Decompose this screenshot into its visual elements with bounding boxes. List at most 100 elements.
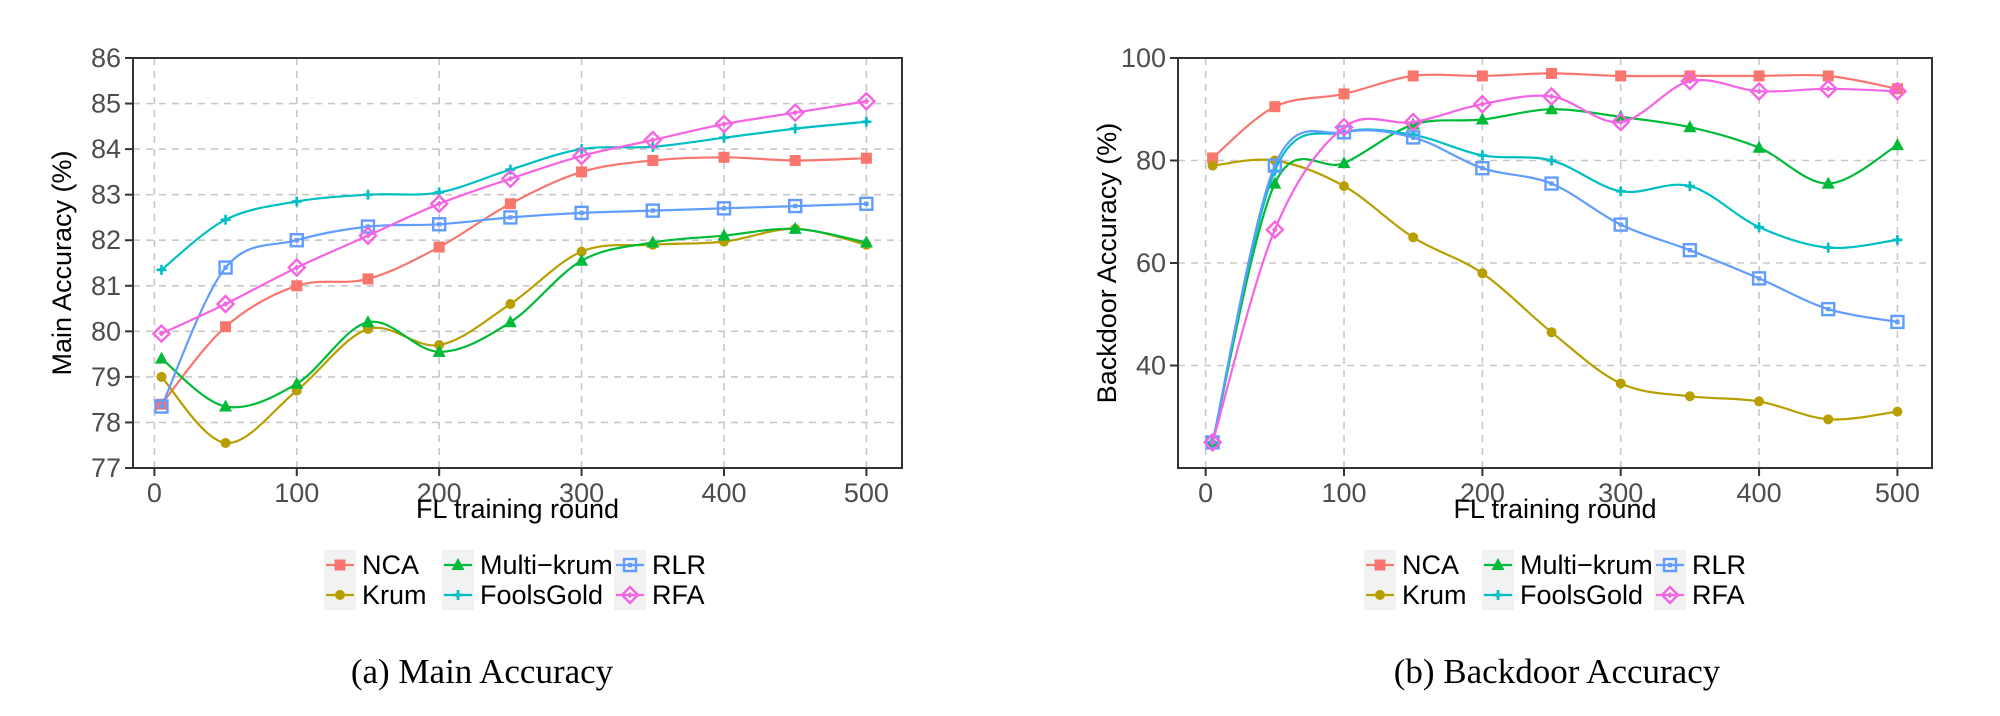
data-point-nca	[1338, 88, 1350, 100]
data-point-foolsgold	[1892, 234, 1903, 245]
y-tick-label: 100	[1121, 43, 1166, 73]
data-point-rlr	[289, 233, 304, 248]
x-axis-title: FL training round	[1453, 494, 1656, 524]
figure-caption: (a) Main Accuracy	[351, 652, 614, 691]
legend-item-multi-krum: Multi−krum	[1482, 550, 1653, 580]
y-tick-label: 80	[91, 316, 121, 346]
data-point-rlr	[645, 203, 660, 218]
data-point-foolsgold	[1615, 186, 1626, 197]
legend-key-marker	[335, 590, 345, 600]
y-tick-label: 85	[91, 89, 121, 119]
legend-key-marker	[453, 590, 463, 600]
data-point-foolsgold	[291, 196, 302, 207]
legend: NCA Multi−krum RLR Krum FoolsGold RFA	[324, 550, 706, 610]
data-point-rlr	[1682, 242, 1698, 258]
data-point-nca	[1207, 152, 1219, 164]
data-point-rlr	[431, 217, 447, 232]
data-point-nca	[789, 155, 801, 166]
data-point-krum	[1615, 378, 1626, 389]
data-point-rfa	[287, 257, 307, 278]
data-point-rfa	[714, 114, 734, 134]
x-tick-label: 300	[559, 478, 604, 508]
y-tick-label: 82	[91, 225, 121, 255]
plot-panel	[133, 58, 902, 468]
backdoor-accuracy-chart: 40 60 80 100 0 100 200 300 400 500 FL training rou…	[1092, 43, 1933, 691]
data-point-multi-krum	[1752, 140, 1766, 153]
data-point-nca	[1269, 101, 1281, 113]
legend-label: Krum	[1402, 580, 1467, 610]
data-point-rfa	[1265, 219, 1285, 240]
series-line-rlr	[160, 202, 867, 407]
data-point-multi-krum	[717, 228, 731, 241]
data-point-multi-krum	[1268, 176, 1282, 189]
x-tick-label: 200	[417, 478, 462, 508]
data-point-multi-krum	[1683, 120, 1697, 133]
data-point-nca	[576, 166, 588, 178]
data-point-krum	[505, 299, 516, 309]
data-point-rfa	[1403, 112, 1423, 132]
data-point-krum	[576, 246, 587, 257]
legend-item-krum: Krum	[1364, 580, 1467, 610]
legend-label: Multi−krum	[1520, 550, 1653, 580]
series-line-multi-krum	[1211, 108, 1898, 443]
data-point-nca	[1407, 70, 1419, 82]
data-point-krum	[1892, 406, 1903, 417]
data-point-multi-krum	[154, 351, 168, 364]
legend-key-marker	[1493, 590, 1503, 600]
legend-item-rfa: RFA	[614, 580, 705, 610]
data-point-foolsgold	[861, 116, 872, 127]
data-point-rlr	[1267, 158, 1283, 173]
data-point-krum	[1684, 391, 1695, 402]
data-point-multi-krum	[432, 344, 446, 357]
data-point-rlr	[787, 198, 803, 214]
data-point-rfa	[1334, 117, 1354, 137]
data-point-rfa	[1680, 71, 1700, 91]
x-tick-label: 100	[1321, 478, 1366, 508]
data-point-multi-krum	[361, 315, 375, 328]
data-point-rlr	[218, 260, 233, 275]
y-tick-label: 60	[1136, 248, 1166, 278]
data-point-foolsgold	[1754, 222, 1765, 233]
data-point-nca	[433, 241, 445, 253]
legend: NCA Multi−krum RLR Krum FoolsGold RFA	[1364, 550, 1746, 610]
legend-key-marker	[451, 558, 465, 570]
y-tick-label: 80	[1136, 146, 1166, 176]
data-point-multi-krum	[1890, 138, 1904, 151]
x-tick-label: 200	[1460, 478, 1505, 508]
data-point-foolsgold	[362, 189, 373, 200]
data-point-rfa	[1541, 86, 1562, 107]
y-tick-label: 79	[91, 362, 121, 392]
data-point-rfa	[1818, 79, 1838, 99]
legend-item-multi-krum: Multi−krum	[442, 550, 613, 580]
legend-key-marker	[620, 585, 640, 605]
data-point-rlr	[716, 201, 732, 216]
data-point-krum	[1339, 181, 1350, 192]
y-axis-title: Main Accuracy (%)	[47, 150, 77, 375]
legend-label: RFA	[1692, 580, 1745, 610]
data-point-rfa	[785, 102, 805, 123]
y-tick-label: 78	[91, 407, 121, 437]
legend-label: RLR	[1692, 550, 1746, 580]
data-point-rfa	[571, 146, 592, 166]
x-tick-label: 300	[1598, 478, 1643, 508]
data-point-rlr	[154, 399, 169, 414]
legend-key-marker	[334, 559, 346, 571]
data-point-foolsgold	[1823, 242, 1834, 253]
x-tick-label: 400	[1737, 478, 1782, 508]
y-tick-label: 83	[91, 180, 121, 210]
series-rlr	[154, 196, 874, 414]
series-rfa	[151, 91, 877, 344]
data-point-rfa	[1887, 81, 1908, 102]
series-line-krum	[160, 227, 867, 445]
figure-caption: (b) Backdoor Accuracy	[1394, 652, 1721, 691]
legend-item-rlr: RLR	[614, 550, 706, 580]
x-tick-label: 500	[844, 478, 889, 508]
data-point-multi-krum	[859, 235, 873, 248]
y-tick-label: 40	[1136, 351, 1166, 381]
legend-item-foolsgold: FoolsGold	[442, 580, 603, 610]
y-tick-label: 81	[91, 271, 121, 301]
legend-key-marker	[622, 557, 638, 573]
x-axis-title: FL training round	[416, 494, 619, 524]
x-tick-label: 0	[1198, 478, 1213, 508]
